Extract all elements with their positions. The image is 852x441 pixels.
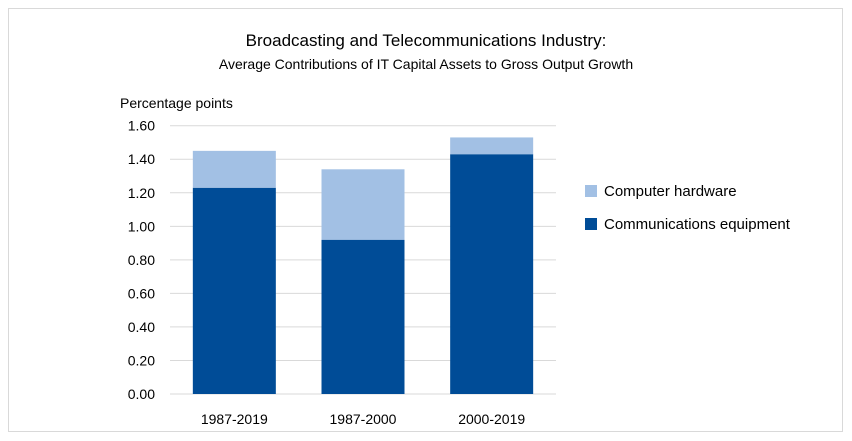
y-tick-label: 0.80 [128, 252, 155, 268]
y-tick-label: 1.00 [128, 218, 155, 234]
chart-title: Broadcasting and Telecommunications Indu… [246, 31, 607, 50]
y-tick-label: 1.20 [128, 185, 155, 201]
x-tick-label: 1987-2000 [330, 411, 397, 427]
bar-computer-hardware [192, 150, 276, 188]
y-tick-label: 1.60 [128, 118, 155, 134]
bar-computer-hardware [321, 169, 405, 240]
y-tick-label: 0.60 [128, 285, 155, 301]
chart-subtitle: Average Contributions of IT Capital Asse… [219, 56, 633, 72]
y-axis-label: Percentage points [120, 95, 233, 111]
bar-communications-equipment [450, 154, 534, 394]
legend-label: Communications equipment [604, 216, 791, 233]
x-tick-label: 2000-2019 [458, 411, 525, 427]
y-tick-label: 1.40 [128, 151, 155, 167]
y-tick-label: 0.40 [128, 319, 155, 335]
y-tick-label: 0.00 [128, 386, 155, 402]
legend-swatch [585, 185, 597, 197]
bar-computer-hardware [450, 137, 534, 155]
chart-frame [8, 8, 843, 432]
y-tick-label: 0.20 [128, 352, 155, 368]
bar-communications-equipment [192, 187, 276, 394]
bar-communications-equipment [321, 239, 405, 394]
x-tick-label: 1987-2019 [201, 411, 268, 427]
legend-swatch [585, 218, 597, 230]
legend-label: Computer hardware [604, 183, 737, 200]
